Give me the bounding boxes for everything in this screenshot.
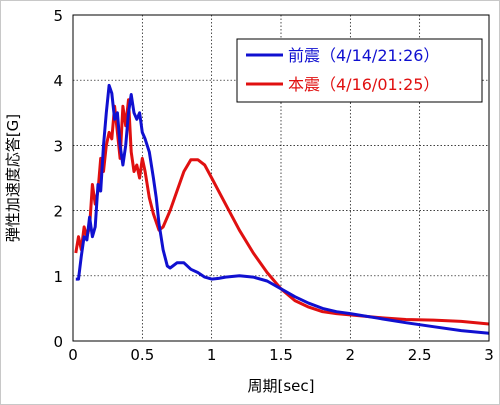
x-tick-label: 1.5 — [269, 346, 293, 364]
legend-label-foreshock: 前震（4/14/21:26） — [288, 46, 439, 65]
plot-border — [72, 14, 490, 342]
x-tick-label: 1 — [207, 346, 217, 364]
y-axis-label: 弾性加速度応答[G] — [4, 114, 22, 242]
foreshock-series-line — [75, 83, 490, 335]
tick-labels: 0 0.5 1 1.5 2 2.5 3 0 1 2 3 4 5 — [53, 7, 493, 364]
x-tick-label: 2.5 — [408, 346, 432, 364]
legend-label-mainshock: 本震（4/16/01:25） — [288, 75, 439, 94]
x-axis-label: 周期[sec] — [248, 377, 315, 395]
series-layer — [74, 83, 490, 335]
legend: 前震（4/14/21:26） 本震（4/16/01:25） — [236, 38, 483, 103]
x-tick-label: 3 — [484, 346, 494, 364]
x-tick-label: 2 — [346, 346, 356, 364]
y-tick-label: 1 — [53, 268, 63, 286]
mainshock-series-line — [74, 98, 490, 326]
y-tick-label: 3 — [53, 137, 63, 155]
y-tick-label: 0 — [53, 333, 63, 351]
y-tick-label: 5 — [53, 7, 63, 25]
x-tick-label: 0 — [68, 346, 78, 364]
y-tick-label: 4 — [53, 72, 63, 90]
y-tick-label: 2 — [53, 203, 63, 221]
x-tick-label: 0.5 — [130, 346, 154, 364]
legend-box — [236, 38, 483, 103]
